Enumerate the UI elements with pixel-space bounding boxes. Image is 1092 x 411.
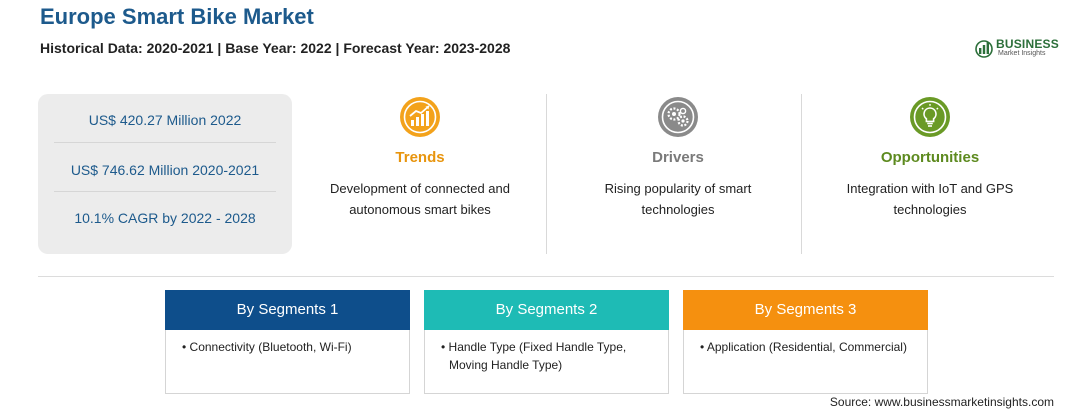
trends-description: Development of connected and autonomous … xyxy=(330,181,510,217)
logo-word: BUSINESS xyxy=(996,37,1059,51)
stat-divider xyxy=(54,142,276,143)
segment-1-header: By Segments 1 xyxy=(165,290,410,330)
gears-icon xyxy=(658,97,698,137)
stat-market-size-historical: US$ 746.62 Million 2020-2021 xyxy=(70,162,260,178)
segment-3-list: • Application (Residential, Commercial) xyxy=(698,338,918,356)
source-credit: Source: www.businessmarketinsights.com xyxy=(829,395,1054,409)
segment-2-item-text: Handle Type (Fixed Handle Type, Moving H… xyxy=(448,340,627,372)
segment-card-2: By Segments 2 • Handle Type (Fixed Handl… xyxy=(424,290,669,394)
logo-globe-icon xyxy=(975,40,993,58)
segment-2-item: • Handle Type (Fixed Handle Type, Moving… xyxy=(441,340,627,372)
segment-1-item-text: Connectivity (Bluetooth, Wi-Fi) xyxy=(189,340,352,354)
segment-card-1: By Segments 1 • Connectivity (Bluetooth,… xyxy=(165,290,410,394)
page-subtitle: Historical Data: 2020-2021 | Base Year: … xyxy=(40,40,511,56)
segment-3-item-text: Application (Residential, Commercial) xyxy=(706,340,907,354)
segment-1-item: • Connectivity (Bluetooth, Wi-Fi) xyxy=(182,340,352,354)
brand-logo: BUSINESS Market Insights xyxy=(974,36,1064,62)
stats-panel: US$ 420.27 Million 2022 US$ 746.62 Milli… xyxy=(38,94,292,254)
segment-2-header: By Segments 2 xyxy=(424,290,669,330)
stat-market-size-2022: US$ 420.27 Million 2022 xyxy=(88,112,242,128)
trends-label: Trends xyxy=(395,149,445,166)
opportunities-label: Opportunities xyxy=(880,149,980,166)
drivers-description: Rising popularity of smart technologies xyxy=(604,181,752,217)
page-title: Europe Smart Bike Market xyxy=(40,4,314,29)
logo-subtext: Market Insights xyxy=(998,50,1046,57)
column-divider xyxy=(546,94,547,254)
opportunities-column: Opportunities Integration with IoT and G… xyxy=(810,94,1050,254)
segment-3-header: By Segments 3 xyxy=(683,290,928,330)
stat-divider xyxy=(54,191,276,192)
section-divider xyxy=(38,276,1054,277)
drivers-column: Drivers Rising popularity of smart techn… xyxy=(558,94,798,254)
segment-3-item: • Application (Residential, Commercial) xyxy=(700,340,907,354)
column-divider xyxy=(801,94,802,254)
stat-cagr: 10.1% CAGR by 2022 - 2028 xyxy=(74,210,256,226)
segment-1-list: • Connectivity (Bluetooth, Wi-Fi) xyxy=(180,338,400,356)
segment-2-list: • Handle Type (Fixed Handle Type, Moving… xyxy=(439,338,659,374)
growth-chart-icon xyxy=(400,97,440,137)
drivers-label: Drivers xyxy=(652,149,704,166)
lightbulb-icon xyxy=(910,97,950,137)
trends-column: Trends Development of connected and auto… xyxy=(300,94,540,254)
opportunities-description: Integration with IoT and GPS technologie… xyxy=(846,181,1014,217)
segment-card-3: By Segments 3 • Application (Residential… xyxy=(683,290,928,394)
